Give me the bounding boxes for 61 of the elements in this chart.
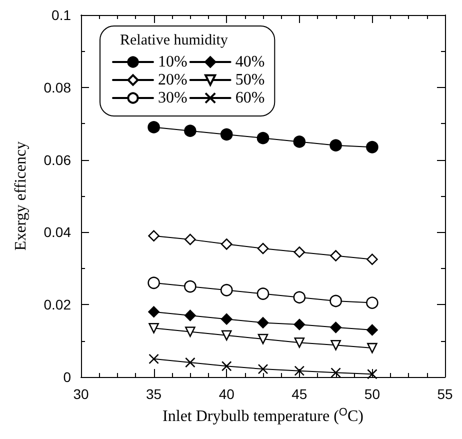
point bbox=[330, 368, 341, 378]
legend-label: 50% bbox=[235, 72, 265, 88]
point bbox=[184, 310, 196, 322]
point bbox=[184, 124, 196, 137]
point bbox=[293, 136, 306, 148]
point bbox=[294, 366, 305, 376]
x-tick-label: 55 bbox=[437, 386, 453, 402]
y-tick-label: 0.02 bbox=[44, 296, 72, 313]
point bbox=[258, 334, 268, 344]
point bbox=[293, 291, 306, 304]
legend-label: 60% bbox=[235, 90, 265, 106]
point bbox=[185, 357, 196, 368]
point bbox=[330, 340, 341, 350]
point bbox=[256, 288, 270, 300]
x-tick-label: 30 bbox=[73, 386, 89, 402]
legend-label: 20% bbox=[158, 72, 188, 88]
point bbox=[367, 342, 378, 354]
point bbox=[366, 140, 378, 154]
point bbox=[330, 322, 342, 334]
point bbox=[366, 254, 378, 265]
point bbox=[330, 139, 342, 152]
point bbox=[185, 326, 196, 337]
point bbox=[148, 322, 159, 334]
point bbox=[330, 294, 342, 308]
point bbox=[148, 121, 160, 134]
point bbox=[220, 284, 233, 296]
y-tick-label: 0 bbox=[63, 369, 72, 385]
point bbox=[220, 313, 232, 325]
y-tick-label: 0.04 bbox=[44, 224, 72, 240]
point bbox=[220, 128, 233, 141]
x-tick-label: 35 bbox=[146, 386, 162, 402]
point bbox=[330, 250, 342, 262]
x-tick-label: 45 bbox=[292, 386, 308, 402]
x-tick-label: 40 bbox=[218, 386, 235, 402]
point bbox=[294, 318, 306, 330]
point bbox=[148, 354, 159, 364]
x-tick-label: 50 bbox=[364, 386, 380, 402]
point bbox=[184, 280, 196, 293]
y-tick-label: 0.06 bbox=[44, 152, 72, 168]
legend-label: 30% bbox=[158, 90, 188, 106]
point bbox=[366, 296, 378, 309]
point bbox=[221, 330, 232, 341]
point bbox=[258, 364, 268, 374]
point bbox=[257, 317, 269, 328]
point bbox=[366, 324, 378, 336]
point bbox=[148, 230, 160, 242]
legend-title: Relative humidity bbox=[120, 32, 228, 48]
point bbox=[221, 360, 232, 372]
y-axis-title: Exergy efficency bbox=[12, 141, 30, 251]
legend-label: 10% bbox=[158, 54, 188, 70]
point bbox=[184, 234, 196, 246]
legend-label: 40% bbox=[235, 54, 265, 70]
y-tick-label: 0.08 bbox=[44, 79, 72, 96]
point bbox=[148, 306, 160, 318]
y-tick-label: 0.1 bbox=[52, 7, 72, 23]
point bbox=[256, 132, 270, 144]
point bbox=[148, 276, 160, 290]
point bbox=[294, 337, 305, 348]
point bbox=[294, 246, 306, 258]
point bbox=[257, 242, 269, 254]
point bbox=[220, 238, 232, 250]
